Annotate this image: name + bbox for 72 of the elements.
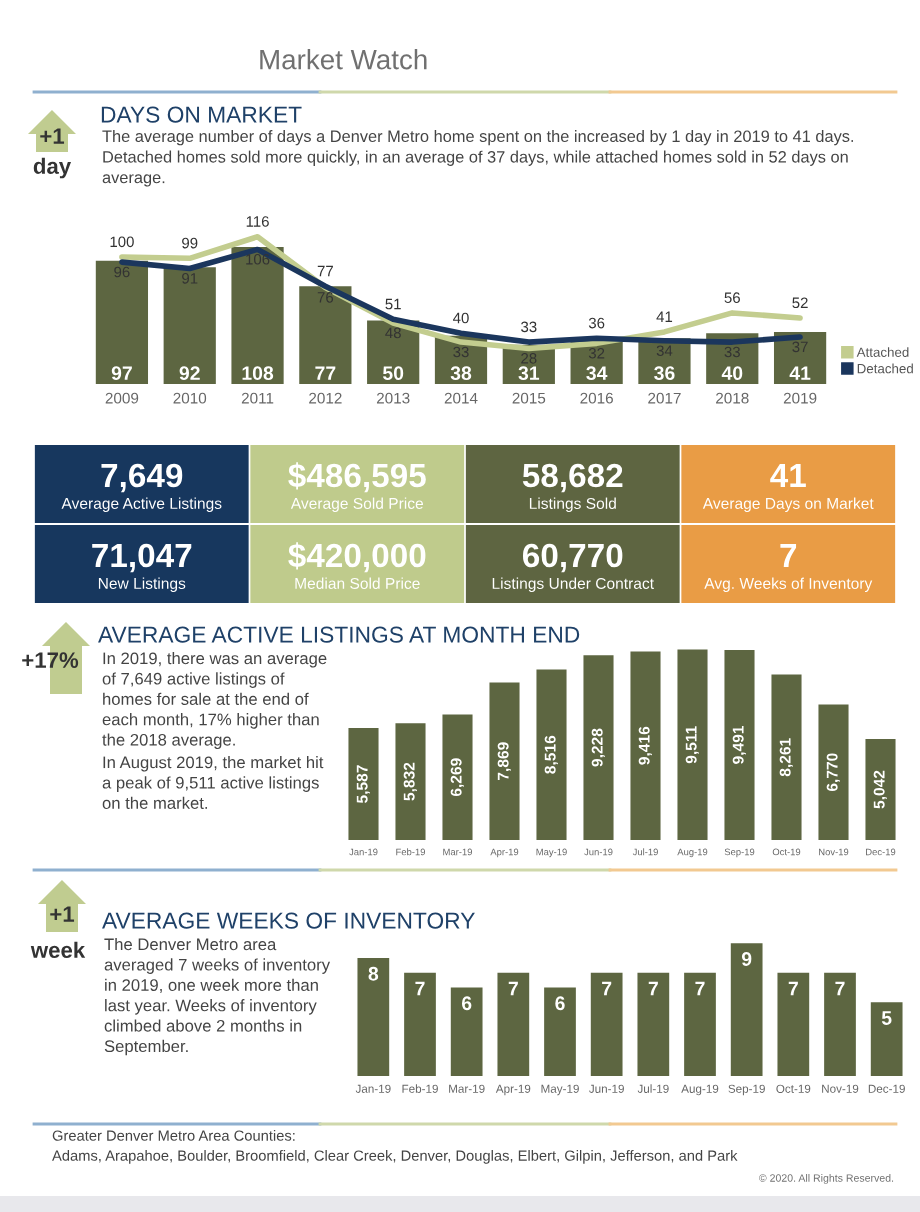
chart-subtitle: The average number of days a Denver Metro home spent on the increased by 1 day in 2019 to 41 days. Detached homes sold more quickly, in an average of 37 days, while attached homes sold in 52 days on average. <box>102 130 854 187</box>
data-label: 7 <box>508 981 518 996</box>
chart-title: AVERAGE WEEKS OF INVENTORY <box>102 912 475 929</box>
bar <box>583 655 614 840</box>
bar <box>684 972 716 1076</box>
text: 41 <box>770 464 806 488</box>
data-label: 34 <box>586 366 608 381</box>
data-label: 9 <box>741 952 752 966</box>
text: week <box>30 941 86 958</box>
bar <box>489 682 520 840</box>
text: +17% <box>22 652 79 668</box>
text: In August 2019, the market hit a peak of 9,511 active listings on the market. <box>102 756 324 809</box>
data-label: 31 <box>518 366 540 381</box>
chart-title: DAYS ON MARKET <box>101 106 302 123</box>
bar <box>163 267 216 384</box>
bar <box>348 728 379 840</box>
data-label: 7 <box>788 981 798 996</box>
data-label: 41 <box>789 366 811 380</box>
data-label: 77 <box>315 366 336 380</box>
bar <box>544 987 576 1076</box>
text: 7,649 <box>101 463 183 493</box>
bar <box>724 649 755 840</box>
data-label: 7 <box>602 981 612 996</box>
bar <box>590 972 623 1076</box>
bar <box>442 714 473 840</box>
bar <box>865 739 896 840</box>
text: 71,047 <box>92 543 192 573</box>
data-label: 5 <box>881 1011 892 1025</box>
bar <box>771 674 802 840</box>
bar <box>395 723 426 840</box>
bar <box>870 1002 903 1076</box>
bar <box>777 972 810 1076</box>
chart-title: AVERAGE ACTIVE LISTINGS AT MONTH END <box>98 626 580 643</box>
data-label: 38 <box>450 366 472 381</box>
bar <box>299 286 352 384</box>
data-label: 50 <box>382 366 404 381</box>
text: In 2019, there was an average of 7,649 active listings of homes for sale at the end of each month, 17% higher than the 2018 average. <box>102 652 327 750</box>
data-label: 6 <box>555 996 565 1011</box>
text: Market Watch <box>260 49 427 70</box>
data-label: 7 <box>695 981 705 996</box>
data-label: 6 <box>461 996 472 1011</box>
data-label: 40 <box>721 366 743 381</box>
data-label: 7 <box>415 981 425 996</box>
bar <box>630 651 661 840</box>
text: +1 <box>40 128 65 144</box>
data-label: 36 <box>654 366 675 381</box>
bar <box>637 972 670 1076</box>
text: $486,595 <box>288 462 426 493</box>
bar <box>231 246 284 384</box>
text: +1 <box>50 906 75 922</box>
bar <box>824 972 856 1076</box>
bar <box>730 943 763 1076</box>
text: 60,770 <box>523 543 623 573</box>
data-label: 7 <box>648 981 658 996</box>
bar <box>357 958 390 1076</box>
bar <box>818 704 849 840</box>
text: The Denver Metro area averaged 7 weeks of inventory in 2019, one week more than last year. Weeks of inventory climbed above 2 months in September. <box>104 938 331 1056</box>
data-label: 97 <box>111 366 132 381</box>
data-label: 108 <box>242 366 274 381</box>
data-label: 92 <box>179 366 200 381</box>
data-label: 7 <box>835 981 845 996</box>
text: day <box>33 157 72 179</box>
text: 58,682 <box>522 463 623 493</box>
data-label: 8 <box>368 966 379 981</box>
text: 7 <box>780 544 797 568</box>
text: $420,000 <box>288 542 426 573</box>
bar <box>95 260 149 384</box>
bar <box>677 649 708 840</box>
bar <box>450 987 483 1076</box>
bar <box>536 669 567 840</box>
bar <box>404 972 436 1076</box>
bar <box>497 972 530 1076</box>
